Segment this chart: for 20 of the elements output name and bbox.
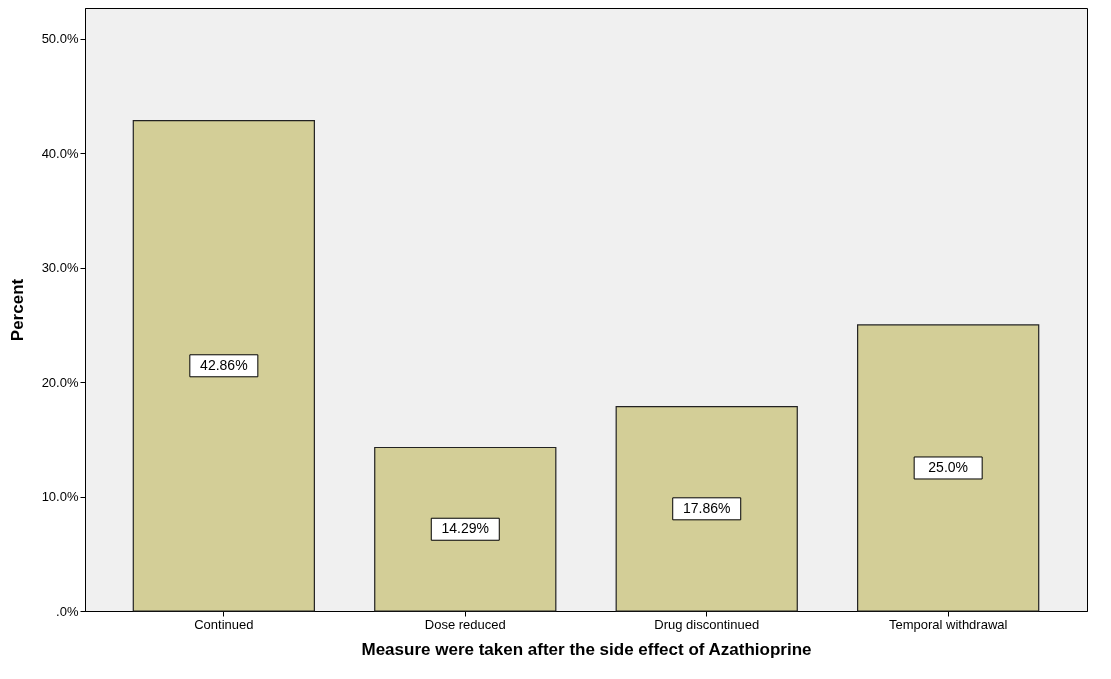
data-label: 42.86% xyxy=(200,356,248,373)
y-tick-label: 10.0% xyxy=(41,489,79,505)
bar xyxy=(374,446,557,612)
data-label: 14.29% xyxy=(441,520,490,537)
y-tick-label: 20.0% xyxy=(41,374,79,390)
x-tick-label: Temporal withdrawal xyxy=(888,616,1008,632)
x-axis-title: Measure were taken after the side effect of Azathioprine xyxy=(361,639,812,659)
x-tick-label: Continued xyxy=(194,616,254,632)
bar xyxy=(857,324,1040,612)
y-tick-label: 50.0% xyxy=(41,31,79,47)
x-tick-label: Drug discontinued xyxy=(654,616,760,632)
y-tick-label: 30.0% xyxy=(41,260,79,276)
y-tick-label: .0% xyxy=(56,603,79,619)
y-tick-label: 40.0% xyxy=(41,145,79,161)
data-label: 17.86% xyxy=(682,499,731,516)
y-axis-title: Percent xyxy=(7,278,27,342)
bar xyxy=(132,119,315,612)
bar xyxy=(615,406,798,612)
x-tick-label: Dose reduced xyxy=(424,616,506,632)
data-label: 25.0% xyxy=(928,458,969,475)
